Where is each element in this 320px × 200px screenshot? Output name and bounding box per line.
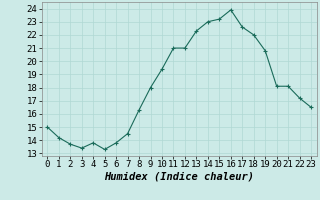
X-axis label: Humidex (Indice chaleur): Humidex (Indice chaleur) xyxy=(104,172,254,182)
